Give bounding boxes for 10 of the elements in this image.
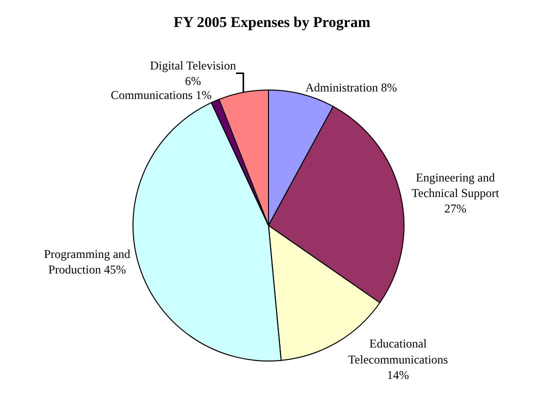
slice-label: Administration 8% <box>305 80 398 95</box>
slice-label: Communications 1% <box>110 88 212 102</box>
slice-label: Engineering and Technical Support <box>412 170 500 200</box>
slice-label: Digital Television <box>150 58 236 72</box>
data-label: 6% <box>184 74 201 88</box>
data-label: 27% <box>444 202 466 216</box>
slice-label: Programming and Production 45% <box>44 247 130 277</box>
slice-label: Educational Telecommunications <box>348 336 448 366</box>
chart-title: FY 2005 Expenses by Program <box>174 14 371 31</box>
data-label: 14% <box>387 368 410 382</box>
